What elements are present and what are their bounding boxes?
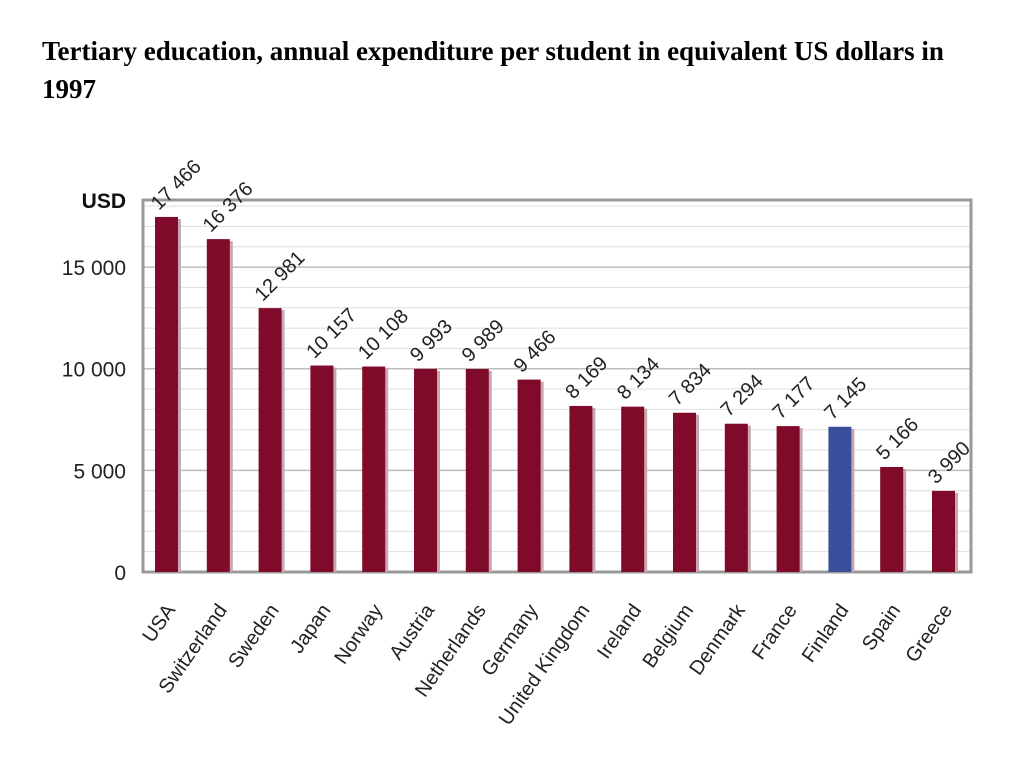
y-tick-label: 10 000: [62, 359, 126, 382]
data-label: 3 990: [924, 437, 975, 488]
bar-spain: [880, 466, 904, 572]
data-label: 12 981: [251, 247, 310, 306]
data-label: 10 157: [302, 304, 361, 363]
bar-ireland: [621, 406, 645, 572]
bar-sweden: [258, 308, 282, 572]
data-label: 10 108: [354, 305, 413, 364]
data-label: 7 294: [717, 370, 768, 421]
category-label: United Kingdom: [495, 600, 595, 729]
chart-title: Tertiary education, annual expenditure p…: [42, 36, 944, 104]
category-label: Greece: [901, 600, 957, 666]
y-tick-label: 5 000: [73, 460, 126, 483]
bar-denmark: [724, 423, 748, 572]
category-label: USA: [138, 600, 180, 647]
y-tick-label: 15 000: [62, 257, 126, 280]
bar-norway: [362, 366, 386, 572]
bars: [155, 216, 958, 573]
y-tick-label: 0: [114, 562, 126, 585]
y-axis-ticks: 0 5 000 10 000 15 000: [62, 257, 126, 585]
data-label: 9 989: [458, 316, 509, 367]
data-label: 8 169: [561, 353, 612, 404]
category-label: Austria: [385, 600, 439, 664]
bar-netherlands: [465, 368, 489, 572]
category-label: Finland: [798, 600, 854, 666]
bar-united-kingdom: [569, 405, 593, 572]
y-axis-unit-label: USD: [82, 190, 126, 213]
category-label: Japan: [286, 600, 335, 657]
bar-japan: [310, 365, 334, 572]
category-label: France: [748, 600, 802, 664]
category-label: Sweden: [224, 600, 283, 672]
category-label: Spain: [858, 600, 905, 655]
bar-switzerland: [206, 239, 230, 572]
data-label: 7 145: [820, 373, 871, 424]
data-label: 7 834: [665, 359, 716, 410]
bar-belgium: [673, 412, 696, 572]
category-label: Norway: [330, 600, 387, 668]
category-label: Ireland: [593, 600, 646, 663]
bar-germany: [517, 379, 541, 572]
bar-greece: [932, 490, 955, 572]
bar-finland: [828, 426, 852, 572]
plot-frame: [141, 198, 973, 574]
data-label: 8 134: [613, 353, 664, 404]
bar-austria: [414, 368, 437, 572]
data-label: 5 166: [872, 414, 923, 465]
bar-usa: [155, 216, 178, 573]
data-label: 16 376: [199, 178, 258, 237]
data-label: 9 993: [406, 315, 457, 366]
data-label: 7 177: [769, 373, 820, 424]
bar-france: [776, 426, 800, 572]
